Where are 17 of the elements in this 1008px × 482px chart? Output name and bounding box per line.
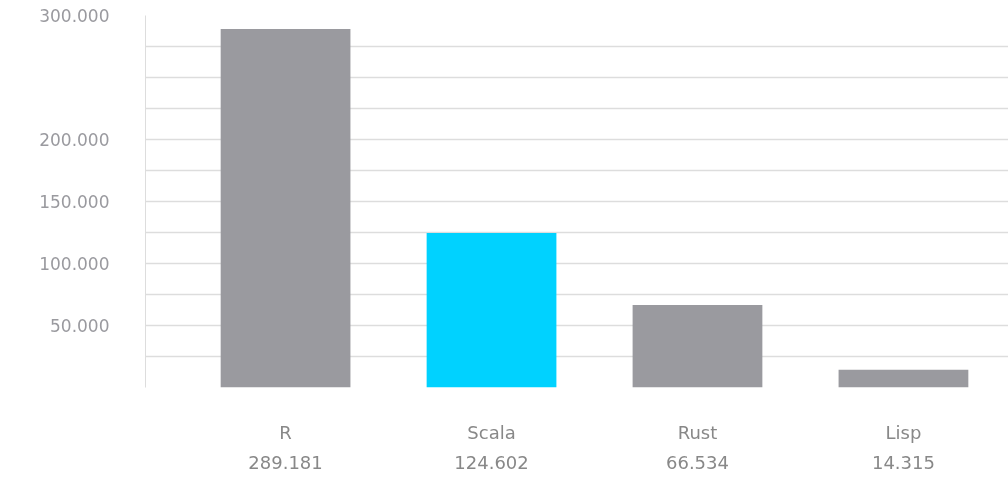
data-label: 124.602 <box>454 451 529 473</box>
x-tick-label: Rust <box>677 421 718 443</box>
data-label: 66.534 <box>666 451 729 473</box>
bar <box>426 232 557 388</box>
bar <box>838 369 969 388</box>
bar <box>632 305 763 388</box>
y-tick-label: 100.000 <box>39 254 110 274</box>
x-tick-label: R <box>279 421 292 443</box>
data-label: 14.315 <box>871 451 935 473</box>
x-tick-label: Scala <box>467 421 516 443</box>
x-tick-label: Lisp <box>885 421 922 443</box>
y-tick-label: 200.000 <box>39 130 110 150</box>
bar <box>220 28 351 388</box>
data-label: 289.181 <box>248 451 323 473</box>
y-tick-label: 50.000 <box>50 316 110 336</box>
y-tick-label: 150.000 <box>39 192 110 212</box>
y-tick-label: 300.000 <box>39 6 110 26</box>
